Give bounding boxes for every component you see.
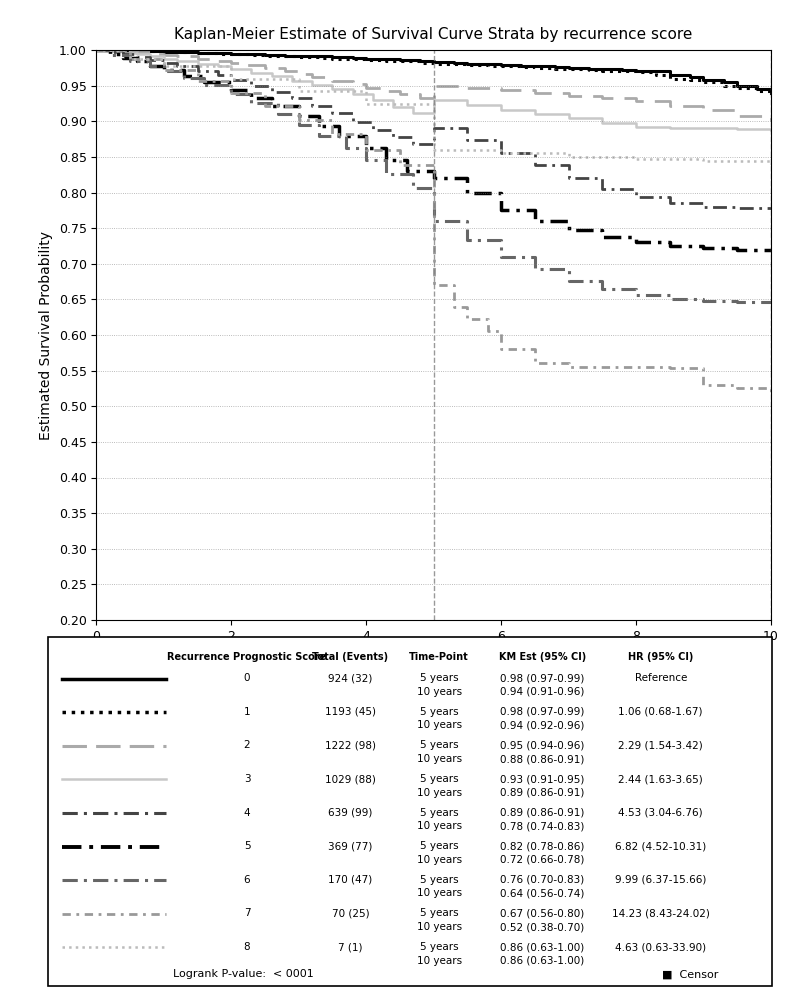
Text: 924 (32): 924 (32) xyxy=(328,673,372,683)
Text: KM Est (95% CI): KM Est (95% CI) xyxy=(498,652,585,662)
Text: 6.82 (4.52-10.31): 6.82 (4.52-10.31) xyxy=(614,841,706,851)
Text: 10 years: 10 years xyxy=(416,821,461,831)
Text: 6: 6 xyxy=(243,875,250,885)
Text: 0.52 (0.38-0.70): 0.52 (0.38-0.70) xyxy=(500,922,584,932)
Text: 5: 5 xyxy=(243,841,250,851)
Text: 8: 8 xyxy=(243,942,250,952)
Text: Recurrence Prognostic Score: Recurrence Prognostic Score xyxy=(167,652,326,662)
Text: 0.82 (0.78-0.86): 0.82 (0.78-0.86) xyxy=(500,841,584,851)
Text: 2.29 (1.54-3.42): 2.29 (1.54-3.42) xyxy=(618,740,703,750)
Text: 9.99 (6.37-15.66): 9.99 (6.37-15.66) xyxy=(614,875,706,885)
Text: 0.89 (0.86-0.91): 0.89 (0.86-0.91) xyxy=(500,808,584,818)
Text: 1: 1 xyxy=(243,707,250,717)
Text: 0.98 (0.97-0.99): 0.98 (0.97-0.99) xyxy=(500,673,584,683)
Text: 0: 0 xyxy=(244,673,250,683)
Text: 10 years: 10 years xyxy=(416,720,461,730)
Text: HR (95% CI): HR (95% CI) xyxy=(627,652,693,662)
Text: 10 years: 10 years xyxy=(416,788,461,798)
Text: 1.06 (0.68-1.67): 1.06 (0.68-1.67) xyxy=(618,707,702,717)
Text: 1193 (45): 1193 (45) xyxy=(325,707,375,717)
Text: 1222 (98): 1222 (98) xyxy=(325,740,375,750)
Text: 0.67 (0.56-0.80): 0.67 (0.56-0.80) xyxy=(500,908,584,918)
Text: 0.89 (0.86-0.91): 0.89 (0.86-0.91) xyxy=(500,788,584,798)
Text: 0.86 (0.63-1.00): 0.86 (0.63-1.00) xyxy=(500,942,584,952)
FancyBboxPatch shape xyxy=(47,637,771,986)
Text: Total (Events): Total (Events) xyxy=(312,652,388,662)
Text: 7 (1): 7 (1) xyxy=(338,942,363,952)
Text: 70 (25): 70 (25) xyxy=(331,908,369,918)
Text: 10 years: 10 years xyxy=(416,922,461,932)
Text: 2: 2 xyxy=(243,740,250,750)
Text: 10 years: 10 years xyxy=(416,754,461,764)
Text: Logrank P-value:  < 0001: Logrank P-value: < 0001 xyxy=(173,969,314,979)
Text: 5 years: 5 years xyxy=(419,908,458,918)
Title: Kaplan-Meier Estimate of Survival Curve Strata by recurrence score: Kaplan-Meier Estimate of Survival Curve … xyxy=(174,27,692,42)
Text: 170 (47): 170 (47) xyxy=(328,875,372,885)
Text: 1029 (88): 1029 (88) xyxy=(325,774,375,784)
Text: Reference: Reference xyxy=(634,673,686,683)
Text: 4.63 (0.63-33.90): 4.63 (0.63-33.90) xyxy=(614,942,706,952)
Text: 5 years: 5 years xyxy=(419,673,458,683)
Text: 5 years: 5 years xyxy=(419,740,458,750)
Text: 369 (77): 369 (77) xyxy=(328,841,372,851)
Text: 10 years: 10 years xyxy=(416,956,461,966)
Text: 0.94 (0.91-0.96): 0.94 (0.91-0.96) xyxy=(500,687,584,697)
Text: 7: 7 xyxy=(243,908,250,918)
Text: 5 years: 5 years xyxy=(419,942,458,952)
Text: 0.98 (0.97-0.99): 0.98 (0.97-0.99) xyxy=(500,707,584,717)
Y-axis label: Estimated Survival Probability: Estimated Survival Probability xyxy=(39,231,53,440)
Text: 0.88 (0.86-0.91): 0.88 (0.86-0.91) xyxy=(500,754,584,764)
Text: 0.72 (0.66-0.78): 0.72 (0.66-0.78) xyxy=(500,855,584,865)
Text: 5 years: 5 years xyxy=(419,841,458,851)
Text: 0.64 (0.56-0.74): 0.64 (0.56-0.74) xyxy=(500,888,584,898)
Text: 5 years: 5 years xyxy=(419,774,458,784)
Text: 10 years: 10 years xyxy=(416,855,461,865)
Text: 5 years: 5 years xyxy=(419,875,458,885)
Text: 10 years: 10 years xyxy=(416,888,461,898)
X-axis label: Follow-Up Years: Follow-Up Years xyxy=(358,648,508,666)
Text: 5 years: 5 years xyxy=(419,808,458,818)
Text: 0.78 (0.74-0.83): 0.78 (0.74-0.83) xyxy=(500,821,584,831)
Text: 0.86 (0.63-1.00): 0.86 (0.63-1.00) xyxy=(500,956,584,966)
Text: 639 (99): 639 (99) xyxy=(328,808,372,818)
Text: 3: 3 xyxy=(243,774,250,784)
Text: Time-Point: Time-Point xyxy=(409,652,468,662)
Text: 0.95 (0.94-0.96): 0.95 (0.94-0.96) xyxy=(500,740,584,750)
Text: 0.76 (0.70-0.83): 0.76 (0.70-0.83) xyxy=(500,875,584,885)
Text: 4: 4 xyxy=(243,808,250,818)
Text: 14.23 (8.43-24.02): 14.23 (8.43-24.02) xyxy=(611,908,709,918)
Text: 0.93 (0.91-0.95): 0.93 (0.91-0.95) xyxy=(500,774,584,784)
Text: 0.94 (0.92-0.96): 0.94 (0.92-0.96) xyxy=(500,720,584,730)
Text: 5 years: 5 years xyxy=(419,707,458,717)
Text: 4.53 (3.04-6.76): 4.53 (3.04-6.76) xyxy=(618,808,702,818)
Text: 10 years: 10 years xyxy=(416,687,461,697)
Text: ■  Censor: ■ Censor xyxy=(661,969,718,979)
Text: 2.44 (1.63-3.65): 2.44 (1.63-3.65) xyxy=(618,774,703,784)
